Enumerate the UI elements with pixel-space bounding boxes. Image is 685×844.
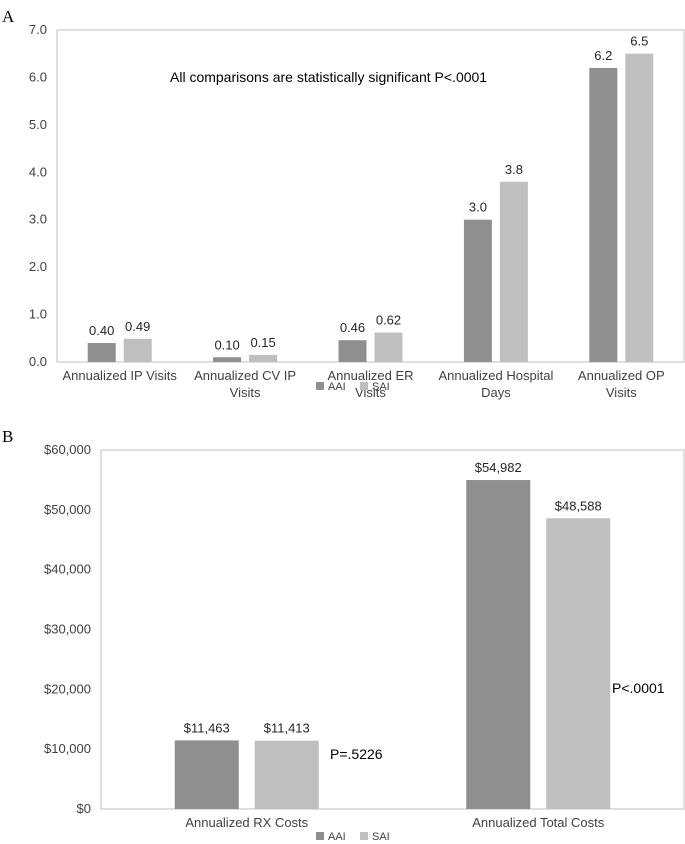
y-tick-label: $20,000 <box>44 681 91 696</box>
p-value-total: P<.0001 <box>612 680 665 696</box>
y-tick-label: $30,000 <box>44 622 91 637</box>
x-category-label: Annualized Total Costs <box>472 815 605 830</box>
bar-aai <box>174 740 239 809</box>
bar-aai <box>589 67 618 362</box>
data-label: 0.40 <box>89 323 114 338</box>
y-tick-label: 2.0 <box>29 259 47 274</box>
legend: AAI SAI <box>316 831 390 843</box>
x-category-label: Annualized RX Costs <box>185 815 308 830</box>
y-tick-label: 3.0 <box>29 212 47 227</box>
y-tick-label: $0 <box>77 801 91 816</box>
data-label: 6.5 <box>630 34 648 49</box>
legend-label-sai: SAI <box>372 831 390 843</box>
panel-label-a: A <box>2 7 15 26</box>
x-category-line: Annualized IP Visits <box>62 368 177 383</box>
legend-swatch-aai <box>316 382 324 390</box>
panel-label-b: B <box>2 427 13 446</box>
y-tick-label: 7.0 <box>29 22 47 37</box>
legend-swatch-aai <box>316 832 324 840</box>
legend-swatch-sai <box>360 382 368 390</box>
y-tick-label: 1.0 <box>29 307 47 322</box>
data-label: 0.62 <box>376 313 401 328</box>
data-label: $54,982 <box>475 460 522 475</box>
y-tick-label: 5.0 <box>29 117 47 132</box>
bar-aai <box>466 480 531 809</box>
data-label: 3.8 <box>505 162 523 177</box>
x-category-line: Annualized RX Costs <box>185 815 308 830</box>
x-category-label: Annualized CV IP Visits <box>194 368 296 400</box>
bar-aai <box>213 357 242 362</box>
x-category-line: Annualized Hospital <box>438 368 553 383</box>
data-label: $48,588 <box>555 498 602 513</box>
data-label: 0.49 <box>125 319 150 334</box>
y-tick-label: $40,000 <box>44 562 91 577</box>
p-value-rx: P=.5226 <box>330 746 383 762</box>
y-tick-label: $10,000 <box>44 741 91 756</box>
data-label: 0.46 <box>340 320 365 335</box>
data-label: 0.10 <box>214 337 239 352</box>
x-category-line: Annualized ER <box>328 368 414 383</box>
x-category-label: Annualized OP Visits <box>578 368 665 400</box>
x-category-line: Annualized OP <box>578 368 665 383</box>
data-label: 0.15 <box>250 335 275 350</box>
chart-a-annotation: All comparisons are statistically signif… <box>170 69 487 85</box>
bar-sai <box>254 740 319 809</box>
bar-sai <box>499 181 528 362</box>
x-category-label: Annualized ER Visits <box>328 368 414 400</box>
x-category-line: Visits <box>606 385 637 400</box>
bar-aai <box>338 340 367 362</box>
chart-b: $0 $10,000 $20,000 $30,000 $40,000 $50,000 $60… <box>44 442 684 843</box>
x-category-line: Annualized CV IP <box>194 368 296 383</box>
data-label: $11,463 <box>184 720 230 735</box>
bar-sai <box>374 332 403 362</box>
bar-aai <box>463 219 492 362</box>
y-tick-label: $50,000 <box>44 502 91 517</box>
legend-swatch-sai <box>360 832 368 840</box>
bar-sai <box>123 338 152 362</box>
x-category-line: Visits <box>230 385 261 400</box>
x-category-line: Days <box>481 385 511 400</box>
bar-sai <box>249 354 278 362</box>
legend-label-aai: AAI <box>328 831 346 843</box>
data-label: 3.0 <box>469 200 487 215</box>
y-tick-label: 6.0 <box>29 69 47 84</box>
legend-label-sai: SAI <box>372 381 390 393</box>
data-label: 6.2 <box>594 48 612 63</box>
y-tick-label: $60,000 <box>44 442 91 457</box>
x-category-line: Annualized Total Costs <box>472 815 605 830</box>
bar-aai <box>87 343 116 362</box>
bar-sai <box>546 518 611 809</box>
legend-label-aai: AAI <box>328 381 346 393</box>
bar-sai <box>625 53 654 362</box>
legend: AAI SAI <box>316 381 390 393</box>
x-category-label: Annualized Hospital Days <box>438 368 553 400</box>
y-tick-label: 4.0 <box>29 164 47 179</box>
chart-a: 0.0 1.0 2.0 3.0 4.0 5.0 6.0 7.0 0.40 0.49 Annualiz… <box>29 22 684 400</box>
y-tick-label: 0.0 <box>29 354 47 369</box>
x-category-label: Annualized IP Visits <box>62 368 177 383</box>
data-label: $11,413 <box>264 721 310 736</box>
